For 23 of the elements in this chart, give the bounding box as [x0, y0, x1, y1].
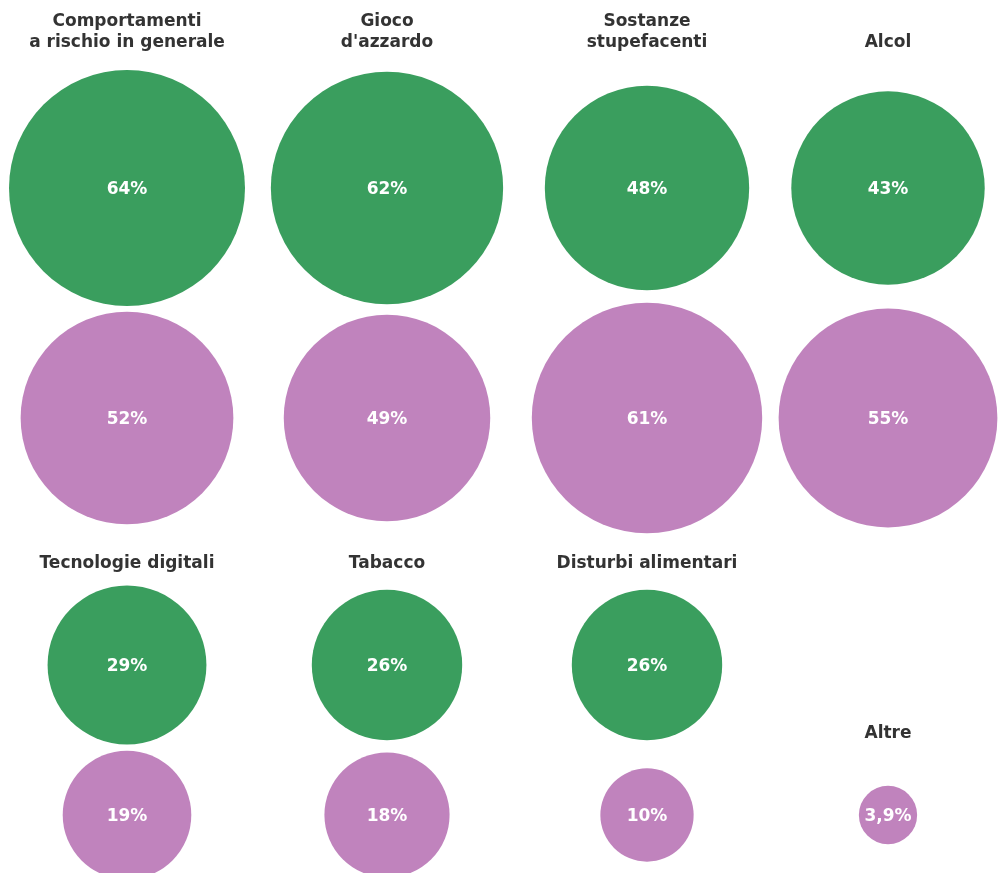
data-label: 52%: [106, 407, 148, 428]
data-label: 29%: [106, 654, 148, 675]
data-label: 61%: [626, 407, 668, 428]
data-label: 48%: [626, 177, 668, 198]
data-label: 49%: [366, 407, 408, 428]
category-label: Altre: [864, 721, 912, 742]
data-label: 64%: [106, 177, 148, 198]
data-label: 19%: [106, 804, 148, 825]
category-label: Tecnologie digitali: [39, 552, 215, 572]
category-label: Gioco d'azzardo: [340, 10, 434, 51]
data-label: 26%: [366, 654, 408, 675]
data-label: 55%: [867, 407, 909, 428]
category-label: Tabacco: [348, 552, 426, 572]
category-label: Sostanze stupefacenti: [586, 10, 708, 51]
data-label: 26%: [626, 654, 668, 675]
data-label: 62%: [366, 177, 408, 198]
data-label: 10%: [626, 804, 668, 825]
data-label: 18%: [366, 804, 408, 825]
data-label: 43%: [867, 177, 909, 198]
category-label: Alcol: [864, 31, 912, 51]
category-label: Comportamenti a rischio in generale: [29, 10, 225, 51]
data-label: 3,9%: [864, 804, 912, 825]
category-label: Disturbi alimentari: [556, 552, 738, 572]
